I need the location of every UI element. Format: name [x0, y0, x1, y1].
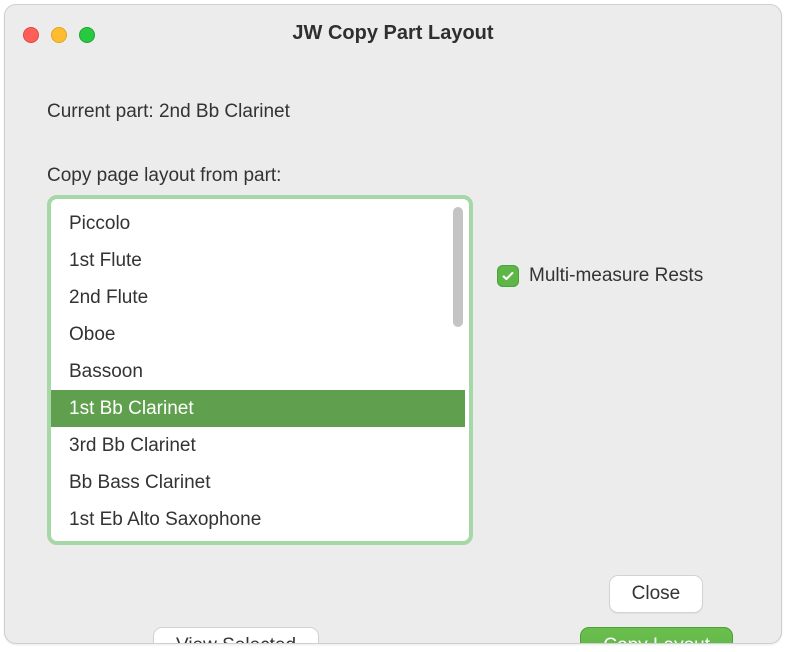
current-part-value: 2nd Bb Clarinet [159, 101, 290, 122]
list-item[interactable]: Bassoon [51, 353, 465, 390]
list-item[interactable]: 2nd Flute [51, 279, 465, 316]
list-item[interactable]: 1st Flute [51, 242, 465, 279]
copy-layout-button[interactable]: Copy Layout [580, 627, 733, 644]
source-part-list-label: Copy page layout from part: [47, 165, 739, 187]
close-window-icon[interactable] [23, 27, 39, 43]
zoom-window-icon[interactable] [79, 27, 95, 43]
view-selected-button-label: View Selected [176, 635, 296, 644]
main-row: Piccolo1st Flute2nd FluteOboeBassoon1st … [47, 195, 739, 615]
multi-measure-rests-checkbox[interactable] [497, 265, 519, 287]
side-column: Multi-measure Rests Close [497, 195, 703, 615]
bottom-button-row: View Selected Copy Layout [47, 627, 739, 644]
close-button-label: Close [632, 583, 681, 605]
dialog-content: Current part: 2nd Bb Clarinet Copy page … [5, 61, 781, 644]
copy-layout-button-label: Copy Layout [603, 635, 710, 644]
list-item[interactable]: 3rd Bb Clarinet [51, 427, 465, 464]
list-item[interactable]: Piccolo [51, 205, 465, 242]
listbox-viewport: Piccolo1st Flute2nd FluteOboeBassoon1st … [51, 199, 469, 541]
source-part-listbox[interactable]: Piccolo1st Flute2nd FluteOboeBassoon1st … [47, 195, 473, 545]
list-item[interactable]: Oboe [51, 316, 465, 353]
multi-measure-rests-row: Multi-measure Rests [497, 265, 703, 287]
list-item[interactable]: 1st Eb Alto Saxophone [51, 501, 465, 538]
list-item[interactable]: 1st Bb Clarinet [51, 390, 465, 427]
multi-measure-rests-label: Multi-measure Rests [529, 265, 703, 287]
close-button[interactable]: Close [609, 575, 704, 613]
titlebar: JW Copy Part Layout [5, 5, 781, 61]
window-title: JW Copy Part Layout [292, 22, 493, 45]
view-selected-button[interactable]: View Selected [153, 627, 319, 644]
list-item[interactable]: Bb Bass Clarinet [51, 464, 465, 501]
window-controls [23, 27, 95, 43]
check-icon [501, 269, 515, 283]
dialog-window: JW Copy Part Layout Current part: 2nd Bb… [4, 4, 782, 644]
current-part-label: Current part: 2nd Bb Clarinet [47, 101, 739, 123]
current-part-prefix: Current part: [47, 101, 159, 122]
minimize-window-icon[interactable] [51, 27, 67, 43]
scrollbar-thumb[interactable] [453, 207, 463, 327]
